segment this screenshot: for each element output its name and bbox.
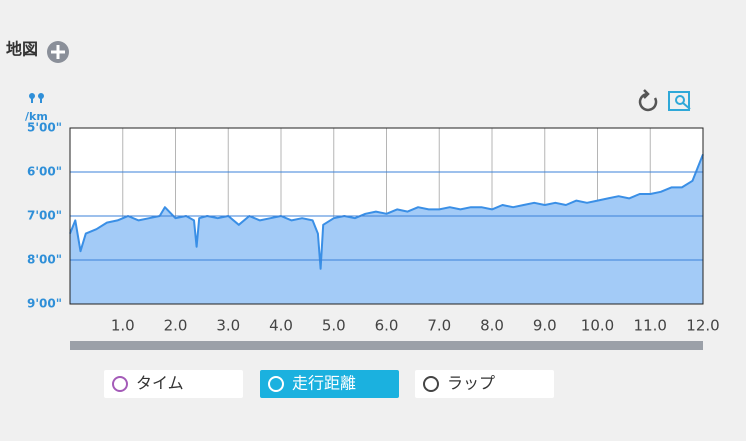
x-tick-label: 12.0: [686, 317, 719, 335]
x-tick-label: 10.0: [581, 317, 614, 335]
y-tick-label: 5'00": [27, 121, 62, 135]
button-icon: [112, 376, 128, 392]
pace-icon: [29, 93, 44, 103]
x-tick-label: 1.0: [111, 317, 135, 335]
button-icon: [423, 376, 439, 392]
plot-border: [69, 127, 704, 305]
y-tick-label: 9'00": [27, 297, 62, 311]
reset-button[interactable]: [638, 89, 658, 112]
x-tick-label: 3.0: [216, 317, 240, 335]
x-tick-label: 11.0: [634, 317, 667, 335]
x-tick-label: 2.0: [164, 317, 188, 335]
button-background: [104, 370, 243, 398]
x-tick-label: 5.0: [322, 317, 346, 335]
x-tick-label: 9.0: [533, 317, 557, 335]
x-tick-label: 6.0: [375, 317, 399, 335]
pace-area: [70, 154, 703, 304]
button-icon: [268, 376, 284, 392]
tab-button[interactable]: 走行距離: [260, 370, 399, 398]
y-tick-label: 6'00": [27, 165, 62, 179]
zoom-button[interactable]: [668, 91, 691, 111]
button-background: [415, 370, 554, 398]
button-label: タイム: [136, 374, 184, 393]
tab-button[interactable]: ラップ: [415, 370, 554, 398]
map-toggle[interactable]: [47, 41, 69, 63]
y-axis-unit: /km: [25, 110, 48, 123]
map-title: 地図: [6, 40, 38, 59]
button-label: ラップ: [447, 374, 495, 393]
x-tick-label: 8.0: [480, 317, 504, 335]
scrollbar[interactable]: [70, 341, 703, 350]
button-label: 走行距離: [292, 374, 356, 393]
tab-button[interactable]: タイム: [104, 370, 243, 398]
x-tick-label: 7.0: [427, 317, 451, 335]
y-tick-label: 8'00": [27, 253, 62, 267]
y-tick-label: 7'00": [27, 209, 62, 223]
x-tick-label: 4.0: [269, 317, 293, 335]
button-background: [260, 370, 399, 398]
